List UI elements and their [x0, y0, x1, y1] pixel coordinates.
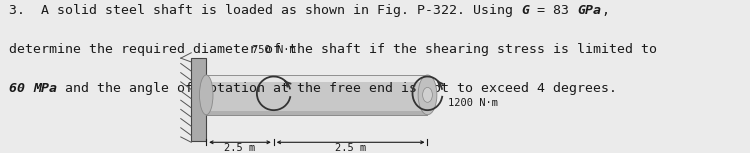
- Ellipse shape: [422, 87, 432, 102]
- Text: G: G: [521, 4, 529, 17]
- Text: determine the required diameter of the shaft if the shearing stress is limited t: determine the required diameter of the s…: [9, 43, 657, 56]
- Ellipse shape: [418, 75, 436, 115]
- Text: 1200 N·m: 1200 N·m: [448, 97, 498, 108]
- Bar: [191, 58, 206, 141]
- Text: 60: 60: [9, 82, 33, 95]
- Text: 3.  A solid steel shaft is loaded as shown in Fig. P-322. Using: 3. A solid steel shaft is loaded as show…: [9, 4, 521, 17]
- Text: and the angle of rotation at the free end is not to exceed 4 degrees.: and the angle of rotation at the free en…: [57, 82, 617, 95]
- Text: 750 N·m: 750 N·m: [252, 45, 296, 55]
- Text: MPa: MPa: [33, 82, 57, 95]
- Bar: [206, 75, 428, 115]
- Text: = 83: = 83: [529, 4, 577, 17]
- Text: 2.5 m: 2.5 m: [224, 143, 256, 153]
- Text: 2.5 m: 2.5 m: [335, 143, 366, 153]
- Text: GPa: GPa: [577, 4, 601, 17]
- Bar: [206, 111, 428, 115]
- Ellipse shape: [200, 75, 213, 115]
- Text: ,: ,: [601, 4, 609, 17]
- Bar: [206, 76, 428, 82]
